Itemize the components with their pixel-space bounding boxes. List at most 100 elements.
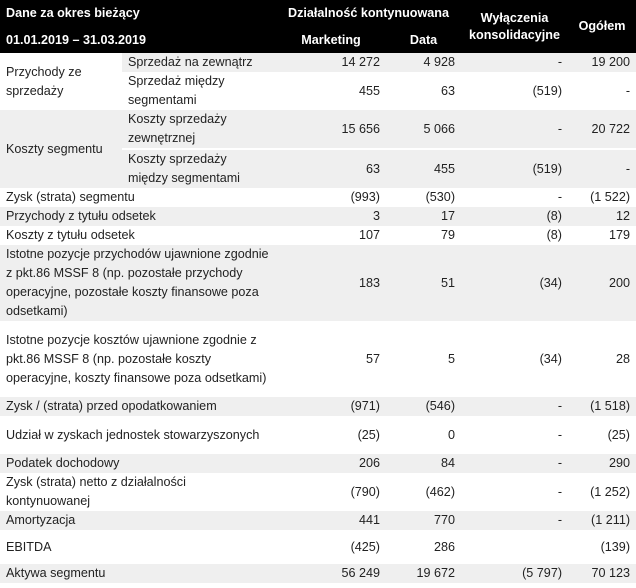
table-row: EBITDA (425) 286 (139) xyxy=(0,530,636,564)
elim-value: - xyxy=(557,190,563,204)
table-row: Koszty z tytułu odsetek 107 79 (8) 179 xyxy=(0,226,636,245)
data-value: 79 xyxy=(441,228,456,242)
marketing-value: 455 xyxy=(358,83,380,98)
total-value: (1 211) xyxy=(568,511,636,530)
total-value: 200 xyxy=(568,245,636,321)
total-value: (25) xyxy=(607,427,631,442)
table-row: Zysk / (strata) przed opodatkowaniem (97… xyxy=(0,397,636,416)
elim-value: (34) xyxy=(461,245,569,321)
data-value: 770 xyxy=(386,511,462,530)
table-row: Aktywa segmentu 56 249 19 672 (5 797) 70… xyxy=(0,564,636,583)
total-value: - xyxy=(568,148,636,188)
total-value: 19 200 xyxy=(568,53,636,72)
data-header: Data xyxy=(386,27,462,53)
row-label: Istotne pozycje kosztów ujawnione zgodni… xyxy=(6,332,267,385)
total-value: (1 518) xyxy=(568,397,636,416)
data-value: 51 xyxy=(386,245,462,321)
data-value: 455 xyxy=(386,148,462,188)
marketing-value: (993) xyxy=(350,190,380,204)
table-row: Sprzedaż między segmentami 455 63 (519) … xyxy=(0,72,636,110)
total-value: 290 xyxy=(568,454,636,473)
elim-value: (5 797) xyxy=(461,564,569,583)
data-value: (462) xyxy=(425,484,456,499)
total-value: 179 xyxy=(609,228,631,242)
table-row: Istotne pozycje przychodów ujawnione zgo… xyxy=(0,245,636,321)
eliminations-header: Wyłączenia konsolidacyjne xyxy=(461,0,569,53)
row-label: Istotne pozycje przychodów ujawnione zgo… xyxy=(0,245,276,321)
row-label: Podatek dochodowy xyxy=(0,454,276,473)
elim-value: - xyxy=(461,53,569,72)
row-label: Zysk (strata) netto z działalności konty… xyxy=(6,475,186,508)
row-label: Przychody z tytułu odsetek xyxy=(0,207,276,226)
row-label: Sprzedaż na zewnątrz xyxy=(122,53,276,72)
row-label: Koszty sprzedaży między segmentami xyxy=(122,148,276,188)
marketing-header: Marketing xyxy=(276,27,386,53)
table-row: Przychody z tytułu odsetek 3 17 (8) 12 xyxy=(0,207,636,226)
period-title: Dane za okres bieżący xyxy=(0,0,276,27)
elim-value: (8) xyxy=(461,207,569,226)
data-value: 17 xyxy=(386,207,462,226)
total-value: 12 xyxy=(568,207,636,226)
costs-group-label: Koszty segmentu xyxy=(0,110,122,188)
elim-value: - xyxy=(557,484,563,499)
table-row: Udział w zyskach jednostek stowarzyszony… xyxy=(0,416,636,454)
elim-value: - xyxy=(557,427,563,442)
row-label: Koszty sprzedaży zewnętrznej xyxy=(122,110,276,149)
elim-value: - xyxy=(461,397,569,416)
row-label: Zysk (strata) segmentu xyxy=(6,190,135,204)
row-label: Udział w zyskach jednostek stowarzyszony… xyxy=(6,427,260,442)
row-label: EBITDA xyxy=(6,539,52,554)
table-row: Amortyzacja 441 770 - (1 211) xyxy=(0,511,636,530)
marketing-value: 14 272 xyxy=(276,53,386,72)
elim-value: (8) xyxy=(546,228,563,242)
data-value: 0 xyxy=(448,427,456,442)
marketing-value: (790) xyxy=(350,484,380,499)
marketing-value: 441 xyxy=(276,511,386,530)
row-label: Zysk / (strata) przed opodatkowaniem xyxy=(0,397,276,416)
table-row: Zysk (strata) netto z działalności konty… xyxy=(0,473,636,511)
data-value: 286 xyxy=(434,539,456,554)
elim-value: (519) xyxy=(532,83,563,98)
marketing-value: 63 xyxy=(276,148,386,188)
total-value: 70 123 xyxy=(568,564,636,583)
continuing-ops-header: Działalność kontynuowana xyxy=(276,0,462,27)
row-label: Amortyzacja xyxy=(0,511,276,530)
marketing-value: 3 xyxy=(276,207,386,226)
row-label: Aktywa segmentu xyxy=(0,564,276,583)
elim-value: - xyxy=(461,110,569,149)
total-value: 28 xyxy=(616,351,631,366)
data-value: 5 066 xyxy=(386,110,462,149)
total-header: Ogółem xyxy=(568,0,636,53)
data-value: (530) xyxy=(425,190,456,204)
marketing-value: (425) xyxy=(350,539,380,554)
table-row: Zysk (strata) segmentu (993) (530) - (1 … xyxy=(0,188,636,207)
data-value: 4 928 xyxy=(386,53,462,72)
total-value: (139) xyxy=(600,539,631,554)
elim-value xyxy=(461,530,568,564)
table-row: Przychody ze sprzedaży Sprzedaż na zewną… xyxy=(0,53,636,110)
row-label: Sprzedaż między segmentami xyxy=(128,74,225,107)
marketing-value: (971) xyxy=(276,397,386,416)
marketing-value: 206 xyxy=(276,454,386,473)
elim-value: - xyxy=(461,511,569,530)
marketing-value: 56 249 xyxy=(276,564,386,583)
table-row: Koszty sprzedaży między segmentami 63 45… xyxy=(0,148,636,188)
elim-value: - xyxy=(461,454,569,473)
table-row: Koszty segmentu Koszty sprzedaży zewnętr… xyxy=(0,110,636,188)
data-value: (546) xyxy=(386,397,462,416)
data-value: 84 xyxy=(386,454,462,473)
marketing-value: 183 xyxy=(276,245,386,321)
table-row: Istotne pozycje kosztów ujawnione zgodni… xyxy=(0,321,636,397)
marketing-value: (25) xyxy=(357,427,380,442)
total-value: 20 722 xyxy=(568,110,636,149)
table-row: Podatek dochodowy 206 84 - 290 xyxy=(0,454,636,473)
total-value: (1 522) xyxy=(590,190,631,204)
marketing-value: 107 xyxy=(358,228,380,242)
data-value: 63 xyxy=(441,83,456,98)
marketing-value: 15 656 xyxy=(276,110,386,149)
total-value: (1 252) xyxy=(590,484,631,499)
marketing-value: 57 xyxy=(365,351,380,366)
total-value: - xyxy=(625,83,631,98)
data-value: 19 672 xyxy=(386,564,462,583)
